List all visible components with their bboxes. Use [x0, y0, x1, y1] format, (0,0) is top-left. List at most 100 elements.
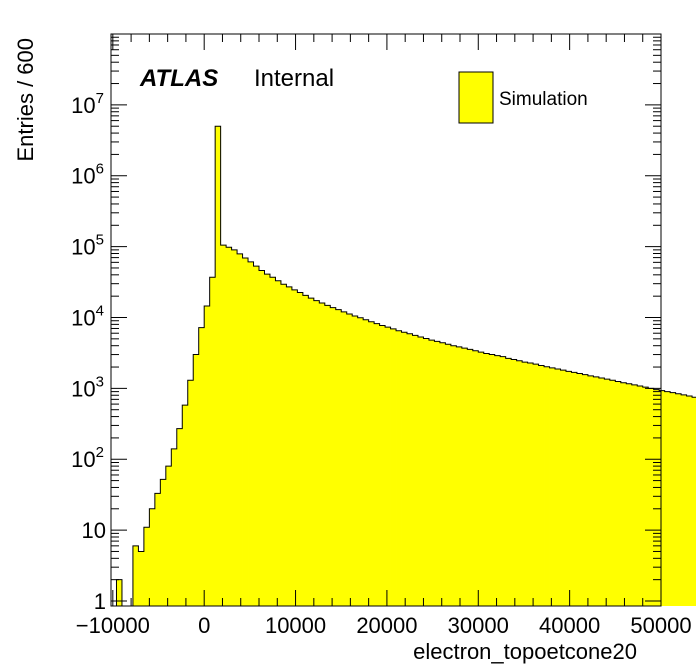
- atlas-label: ATLAS: [139, 65, 218, 92]
- histogram-bin: [582, 374, 589, 606]
- histogram-bin: [193, 354, 200, 606]
- histogram-bin: [664, 391, 671, 606]
- histogram-bin: [511, 359, 518, 606]
- histogram-bin: [587, 375, 594, 606]
- histogram-bin: [313, 300, 320, 606]
- histogram-bin: [171, 448, 178, 606]
- histogram-bin: [149, 508, 156, 606]
- histogram-bin: [434, 341, 441, 606]
- legend-entry-label: Simulation: [499, 89, 588, 110]
- histogram-bin: [593, 376, 600, 606]
- histogram-bin: [248, 261, 254, 606]
- histogram-bin: [154, 493, 161, 606]
- histogram-bin: [478, 352, 485, 606]
- histogram-bin: [330, 307, 337, 606]
- histogram-bin: [346, 314, 353, 606]
- histogram-bin: [280, 284, 287, 606]
- x-tick-labels: −10000 0 10000 20000 30000 40000 50000: [76, 613, 692, 638]
- histogram-bin: [560, 370, 567, 606]
- histogram-bin: [648, 388, 655, 606]
- histogram-bin: [456, 346, 463, 606]
- histogram-bin: [215, 126, 222, 606]
- y-tick-label: 104: [71, 302, 104, 330]
- histogram-bin: [368, 321, 375, 606]
- histogram-bin: [489, 354, 496, 606]
- histogram-bin: [132, 545, 139, 606]
- histogram-bin: [681, 394, 687, 606]
- histogram-bin: [308, 298, 315, 606]
- histogram-bin: [549, 367, 556, 606]
- histogram-bin: [483, 353, 490, 606]
- histogram-bin: [439, 342, 446, 606]
- histogram-bin: [302, 295, 309, 606]
- histogram-bin: [686, 396, 693, 606]
- histogram-bin: [319, 303, 326, 606]
- y-tick-label: 102: [71, 444, 104, 472]
- histogram-bin: [450, 345, 457, 606]
- histogram-bin: [626, 383, 633, 606]
- histogram-bin: [363, 319, 370, 606]
- histogram-bin: [237, 253, 243, 606]
- histogram-bin: [291, 289, 298, 606]
- histogram-bin: [385, 327, 391, 606]
- histogram-bin: [264, 274, 271, 606]
- histogram-bin: [204, 306, 211, 606]
- histogram-bin: [692, 397, 696, 606]
- histogram-bin: [637, 386, 644, 606]
- histogram-bin: [500, 356, 507, 606]
- legend: Simulation: [458, 71, 588, 124]
- histogram-bin: [138, 551, 145, 606]
- y-tick-label: 105: [71, 232, 104, 260]
- histogram-bin: [401, 332, 408, 606]
- histogram-bin: [226, 247, 232, 606]
- histogram-bin: [357, 317, 364, 606]
- plot-frame: [110, 33, 662, 607]
- histogram-bin: [565, 371, 572, 606]
- x-tick-label: 50000: [630, 613, 691, 638]
- histogram-bin: [615, 381, 622, 606]
- histogram-bin: [494, 355, 501, 606]
- histogram-bin: [659, 390, 666, 606]
- histogram-bin: [544, 366, 550, 606]
- histogram-bin: [670, 392, 677, 606]
- histogram-bin: [269, 277, 276, 606]
- histogram-bin: [165, 466, 172, 606]
- histogram-bin: [259, 270, 265, 606]
- histogram-bin: [242, 258, 249, 606]
- histogram-bin: [417, 337, 424, 606]
- y-tick-label: 10: [82, 518, 106, 543]
- status-label: Internal: [254, 65, 334, 92]
- histogram-bin: [160, 479, 167, 606]
- x-tick-label: 30000: [448, 613, 509, 638]
- x-axis-title: electron_topoetcone20: [413, 639, 637, 664]
- histogram-bin: [472, 350, 479, 606]
- x-tick-label: 40000: [539, 613, 600, 638]
- histogram-bin: [335, 309, 342, 606]
- histogram-bin: [182, 405, 189, 606]
- histogram-bin: [555, 368, 561, 606]
- histogram-bin: [187, 380, 194, 606]
- histogram-bin: [423, 338, 430, 606]
- histogram-bin: [374, 323, 381, 606]
- histogram-bin: [609, 380, 616, 606]
- histogram-bin: [407, 333, 413, 606]
- histogram-bin: [505, 358, 512, 606]
- histogram-bin: [275, 280, 282, 606]
- histogram-bin: [220, 245, 227, 606]
- histogram-bin: [675, 393, 682, 606]
- y-tick-label: 1: [94, 589, 106, 614]
- histogram-bin: [297, 292, 304, 606]
- histogram-bin: [642, 387, 649, 606]
- histogram-bin: [198, 327, 205, 606]
- legend-swatch: [458, 71, 494, 124]
- histogram-bin: [631, 384, 638, 606]
- histogram-bin: [412, 335, 419, 606]
- y-tick-label: 103: [71, 373, 104, 401]
- histogram-bin: [467, 349, 474, 606]
- x-tick-label: 20000: [356, 613, 417, 638]
- histogram-bin: [653, 389, 660, 606]
- x-tick-label: −10000: [76, 613, 150, 638]
- histogram-bin: [576, 373, 583, 606]
- histogram-bin: [396, 330, 402, 606]
